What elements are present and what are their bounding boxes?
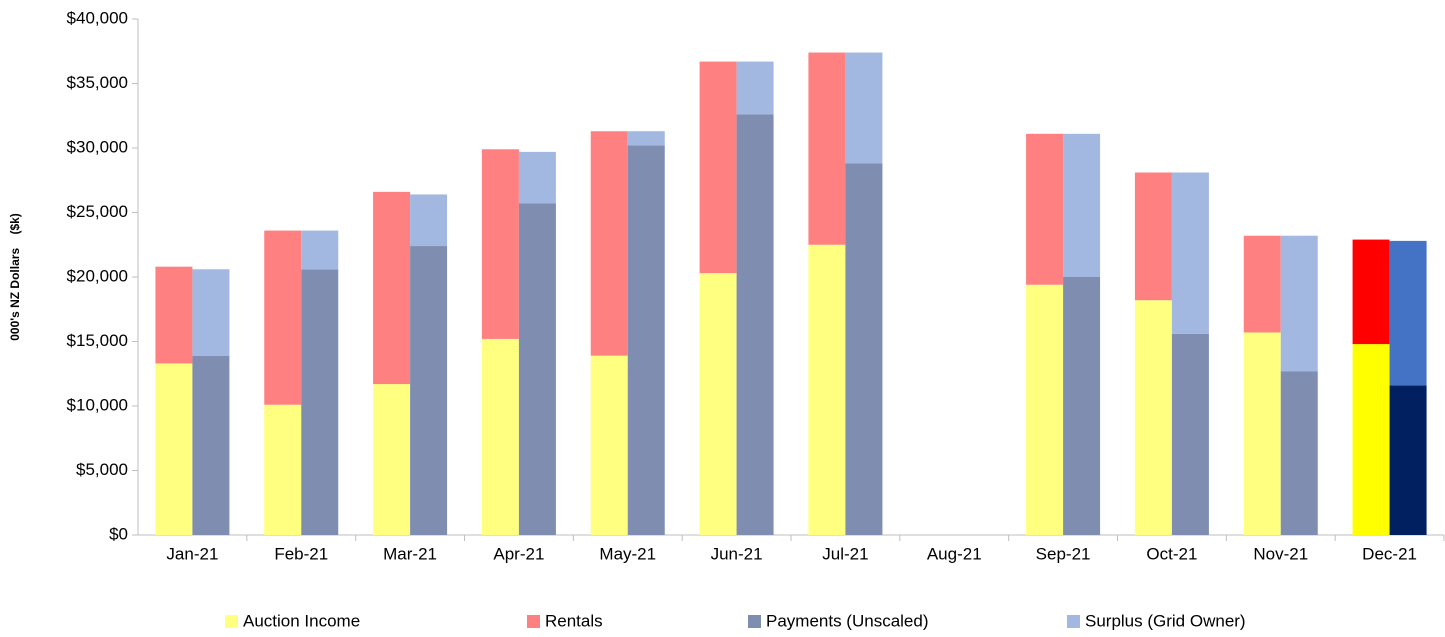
legend-swatch [748,615,761,628]
bar-segment [590,355,628,535]
bar-segment [481,149,519,339]
legend-swatch [1067,615,1080,628]
bar-segment [1026,284,1064,535]
y-axis-label: 000's NZ Dollars ($k) [8,213,22,341]
y-tick-label: $40,000 [67,8,128,27]
y-tick-label: $15,000 [67,331,128,350]
y-tick-label: $20,000 [67,266,128,285]
bar-segment [373,384,411,535]
bar-segment [1243,332,1281,535]
bar-segment [1352,239,1390,345]
bar-segment [699,273,737,535]
bar-segment [518,151,556,204]
y-tick-label: $5,000 [76,460,128,479]
bar-segment [845,52,883,164]
legend-label: Rentals [545,611,603,630]
y-tick-label: $35,000 [67,73,128,92]
x-tick-label: Nov-21 [1253,544,1308,563]
legend-label: Auction Income [243,611,360,630]
bar-segment [410,194,448,247]
bar-segment [155,363,193,535]
bar-segment [192,355,230,535]
y-tick-label: $25,000 [67,202,128,221]
legend-label: Payments (Unscaled) [766,611,929,630]
bar-segment [1063,133,1101,277]
x-tick-label: Jan-21 [166,544,218,563]
y-tick-label: $10,000 [67,395,128,414]
bar-segment [845,163,883,536]
bar-segment [1026,133,1064,285]
bar-segment [518,203,556,535]
bar-segment [808,244,846,535]
bar-segment [1280,371,1318,535]
x-tick-label: Mar-21 [383,544,437,563]
bar-segment [1063,277,1101,535]
y-tick-label: $0 [109,524,128,543]
bar-segment [481,338,519,535]
legend-swatch [225,615,238,628]
bar-segment [1389,385,1427,535]
bar-segment [301,230,339,270]
legend-swatch [527,615,540,628]
bar-segment [1243,235,1281,333]
x-tick-label: Jun-21 [711,544,763,563]
bar-segment [627,131,665,146]
x-tick-label: Oct-21 [1146,544,1197,563]
bar-segment [808,52,846,245]
bar-segment [1171,172,1209,334]
bar-segment [699,61,737,274]
x-tick-label: Apr-21 [493,544,544,563]
bar-segment [155,266,193,364]
bar-segment [1134,172,1172,301]
bar-segment [1389,240,1427,386]
x-tick-label: Sep-21 [1036,544,1091,563]
bar-segment [264,230,302,405]
bar-segment [410,246,448,536]
bar-segment [1171,333,1209,535]
bar-segment [192,269,230,356]
bar-segment [736,114,774,536]
x-tick-label: Dec-21 [1362,544,1417,563]
bar-segment [264,404,302,535]
y-tick-label: $30,000 [67,137,128,156]
bar-segment [1352,344,1390,535]
bar-segment [736,61,774,115]
x-tick-label: Feb-21 [274,544,328,563]
bar-segment [1134,300,1172,535]
x-tick-label: Jul-21 [822,544,868,563]
bar-segment [373,191,411,385]
bar-segment [301,269,339,535]
legend-label: Surplus (Grid Owner) [1085,611,1246,630]
x-tick-label: May-21 [599,544,656,563]
bar-segment [1280,235,1318,372]
bar-segment [627,145,665,536]
bar-segment [590,131,628,356]
x-tick-label: Aug-21 [927,544,982,563]
